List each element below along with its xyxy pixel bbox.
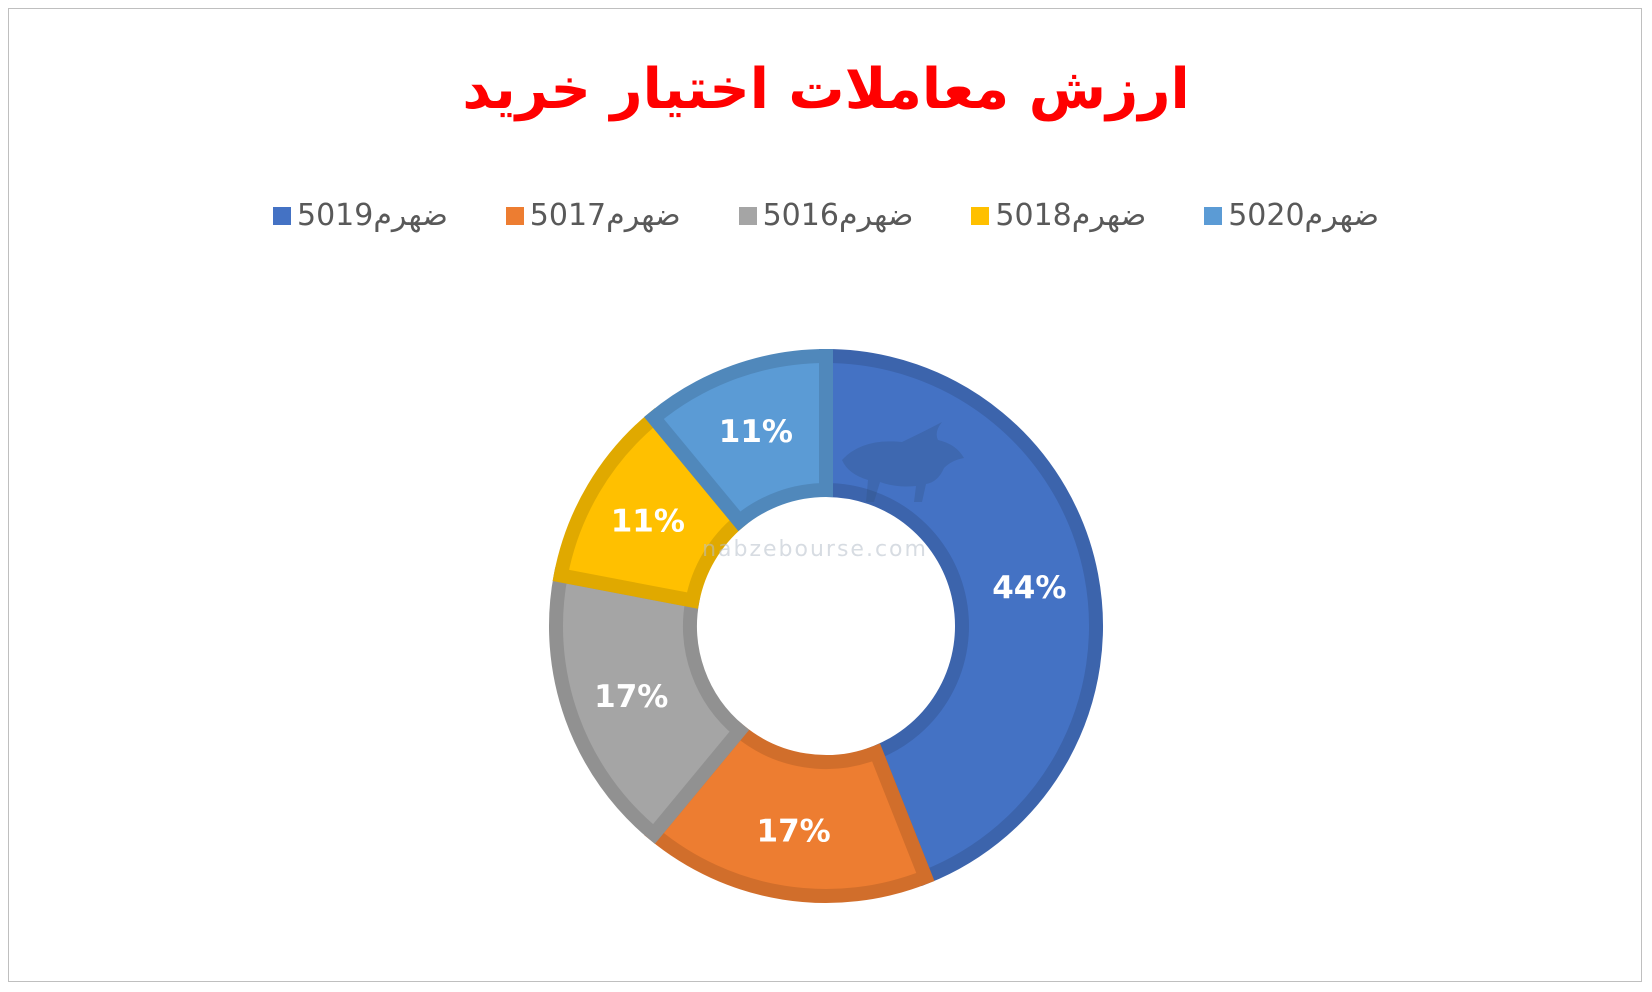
legend-swatch (971, 206, 990, 225)
legend-item: ضهرم5017 (505, 198, 681, 233)
watermark-text: nabzebourse.com (702, 537, 928, 562)
legend-swatch (1204, 206, 1223, 225)
legend-label: ضهرم5018 (995, 198, 1147, 233)
legend-swatch (505, 206, 524, 225)
legend-swatch (738, 206, 757, 225)
legend-item: ضهرم5019 (273, 198, 448, 233)
slice-labels: 44% 17% 17% 11% 11% (594, 414, 1066, 849)
legend-item: ضهرم5020 (1204, 198, 1379, 233)
slice-data-label: 17% (757, 813, 831, 849)
slice-data-label: 17% (594, 679, 668, 715)
donut-slice (549, 567, 750, 844)
watermark: nabzebourse.com (702, 422, 964, 562)
donut-slice (644, 348, 833, 532)
legend-item: ضهرم5016 (738, 198, 914, 233)
donut-slice (819, 348, 1103, 887)
slice-data-label: 44% (992, 570, 1066, 606)
slice-data-label: 11% (611, 504, 685, 540)
legend-label: ضهرم5020 (1228, 198, 1379, 233)
bull-logo-icon (842, 422, 964, 502)
legend: ضهرم5019 ضهرم5017 ضهرم5016 ضهرم5018 ضهرم… (0, 198, 1652, 233)
chart-title: ارزش معاملات اختیار خرید (462, 57, 1190, 122)
legend-item: ضهرم5018 (971, 198, 1146, 233)
legend-label: ضهرم5019 (297, 198, 448, 233)
legend-label: ضهرم5017 (529, 198, 681, 233)
legend-label: ضهرم5016 (762, 198, 914, 233)
slice-data-label: 11% (719, 414, 793, 450)
donut-slice (644, 720, 935, 903)
legend-swatch (273, 206, 291, 225)
donut-slices (549, 348, 1103, 903)
